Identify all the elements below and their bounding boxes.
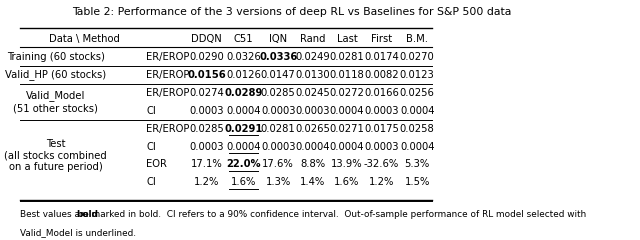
Text: 8.8%: 8.8% [300,159,325,169]
Text: 0.0004: 0.0004 [227,142,261,151]
Text: Last: Last [337,34,357,44]
Text: Valid_Model
(51 other stocks): Valid_Model (51 other stocks) [13,90,98,113]
Text: 17.1%: 17.1% [191,159,223,169]
Text: 1.6%: 1.6% [334,177,360,187]
Text: 0.0174: 0.0174 [364,52,399,62]
Text: 1.3%: 1.3% [266,177,291,187]
Text: ER/EROP: ER/EROP [147,124,190,134]
Text: 22.0%: 22.0% [227,159,261,169]
Text: 0.0336: 0.0336 [259,52,298,62]
Text: 0.0004: 0.0004 [330,142,364,151]
Text: 0.0281: 0.0281 [261,124,296,134]
Text: 0.0285: 0.0285 [261,88,296,98]
Text: 0.0003: 0.0003 [364,142,399,151]
Text: CI: CI [147,142,156,151]
Text: Best values are marked in bold.  CI refers to a 90% confidence interval.  Out-of: Best values are marked in bold. CI refer… [20,210,586,219]
Text: 0.0082: 0.0082 [364,70,399,80]
Text: -32.6%: -32.6% [364,159,399,169]
Text: Rand: Rand [300,34,326,44]
Text: 0.0289: 0.0289 [225,88,263,98]
Text: Valid_Model is underlined.: Valid_Model is underlined. [20,228,136,238]
Text: 0.0004: 0.0004 [400,142,435,151]
Text: 17.6%: 17.6% [262,159,294,169]
Text: 0.0003: 0.0003 [296,106,330,116]
Text: ER/EROP: ER/EROP [147,52,190,62]
Text: 5.3%: 5.3% [404,159,430,169]
Text: 0.0003: 0.0003 [364,106,399,116]
Text: IQN: IQN [269,34,287,44]
Text: 0.0166: 0.0166 [364,88,399,98]
Text: 0.0130: 0.0130 [296,70,330,80]
Text: ER/EROP: ER/EROP [147,70,190,80]
Text: DDQN: DDQN [191,34,222,44]
Text: 0.0249: 0.0249 [296,52,330,62]
Text: 0.0004: 0.0004 [330,106,364,116]
Text: 0.0271: 0.0271 [330,124,364,134]
Text: Training (60 stocks): Training (60 stocks) [7,52,105,62]
Text: 1.5%: 1.5% [404,177,430,187]
Text: 0.0245: 0.0245 [296,88,330,98]
Text: 0.0004: 0.0004 [400,106,435,116]
Text: 0.0147: 0.0147 [261,70,296,80]
Text: bold: bold [77,210,99,219]
Text: 1.2%: 1.2% [369,177,394,187]
Text: C51: C51 [234,34,253,44]
Text: 0.0003: 0.0003 [261,142,296,151]
Text: 0.0003: 0.0003 [261,106,296,116]
Text: 0.0126: 0.0126 [226,70,261,80]
Text: Table 2: Performance of the 3 versions of deep RL vs Baselines for S&P 500 data: Table 2: Performance of the 3 versions o… [72,6,511,17]
Text: 0.0156: 0.0156 [188,70,226,80]
Text: 0.0118: 0.0118 [330,70,364,80]
Text: 0.0123: 0.0123 [400,70,435,80]
Text: 0.0285: 0.0285 [189,124,224,134]
Text: 0.0004: 0.0004 [296,142,330,151]
Text: Valid_HP (60 stocks): Valid_HP (60 stocks) [5,70,106,80]
Text: Data \ Method: Data \ Method [49,34,120,44]
Text: 13.9%: 13.9% [331,159,363,169]
Text: 0.0272: 0.0272 [330,88,364,98]
Text: EOR: EOR [147,159,167,169]
Text: 0.0004: 0.0004 [227,106,261,116]
Text: 0.0265: 0.0265 [296,124,330,134]
Text: 0.0274: 0.0274 [189,88,224,98]
Text: 1.6%: 1.6% [231,177,256,187]
Text: 0.0258: 0.0258 [400,124,435,134]
Text: First: First [371,34,392,44]
Text: 0.0291: 0.0291 [225,124,263,134]
Text: 0.0326: 0.0326 [227,52,261,62]
Text: ER/EROP: ER/EROP [147,88,190,98]
Text: CI: CI [147,177,156,187]
Text: B.M.: B.M. [406,34,428,44]
Text: 0.0270: 0.0270 [400,52,435,62]
Text: Test
(all stocks combined
on a future period): Test (all stocks combined on a future pe… [4,139,107,172]
Text: 0.0256: 0.0256 [400,88,435,98]
Text: 0.0003: 0.0003 [189,106,224,116]
Text: 0.0290: 0.0290 [189,52,224,62]
Text: 1.4%: 1.4% [300,177,326,187]
Text: 0.0175: 0.0175 [364,124,399,134]
Text: 0.0281: 0.0281 [330,52,364,62]
Text: 1.2%: 1.2% [194,177,220,187]
Text: 0.0003: 0.0003 [189,142,224,151]
Text: CI: CI [147,106,156,116]
